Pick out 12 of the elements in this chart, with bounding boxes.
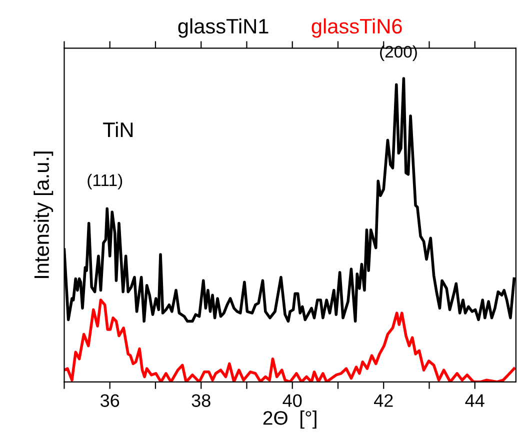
text: (200) — [380, 45, 417, 61]
text: glassTiN1 — [178, 18, 268, 38]
x-tick-label: 40 — [282, 394, 302, 407]
x-tick-label: 44 — [465, 394, 484, 407]
annotation: (111) — [88, 174, 122, 190]
x-axis-title: 2Θ [°] — [263, 410, 316, 429]
x-tick-label: 42 — [374, 394, 393, 407]
annotation: TiN — [103, 122, 133, 137]
x-tick-label: 36 — [100, 394, 120, 407]
y-axis-title: Intensity [a.u.] — [34, 152, 54, 278]
x-tick-label: 38 — [192, 394, 210, 407]
text: glassTiN6 — [312, 18, 402, 38]
